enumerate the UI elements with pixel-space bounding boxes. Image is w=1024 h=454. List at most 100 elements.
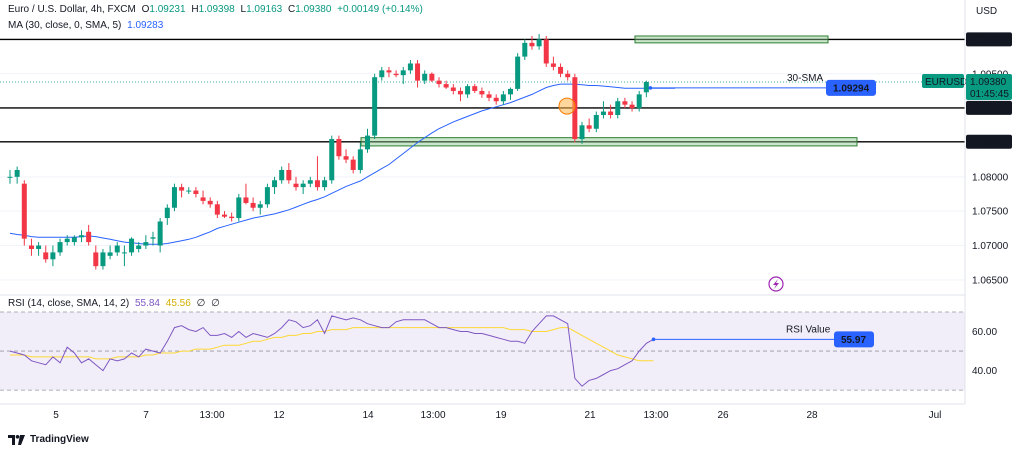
candle-body — [214, 204, 220, 215]
candle-body — [314, 180, 320, 188]
level-price-tag — [966, 134, 1012, 149]
candle-body — [207, 200, 213, 205]
candle-body — [293, 183, 299, 188]
candle-body — [222, 214, 227, 217]
time-tick-label: 13:00 — [643, 410, 668, 421]
level-price-tag — [966, 100, 1012, 115]
candle-body — [429, 73, 435, 81]
low-label: L — [240, 4, 247, 15]
candle-body — [171, 187, 177, 208]
candle-body — [257, 204, 263, 208]
candle-body — [622, 101, 628, 105]
price-tick-label: 1.07500 — [972, 207, 1009, 218]
rsi-legend-extra2: ∅ — [211, 298, 220, 309]
candle-body — [143, 242, 149, 246]
lightning-icon[interactable] — [768, 276, 784, 292]
candle-body — [157, 221, 163, 246]
candle-body — [7, 176, 13, 178]
rsi-annotation-value: 55.97 — [841, 335, 866, 346]
candle-body — [329, 139, 335, 181]
rsi-legend-label: RSI (14, close, SMA, 14, 2) — [8, 298, 130, 309]
rsi-tick-label: 60.00 — [972, 327, 997, 338]
axes-layer: 1.095001.080001.075001.070001.065001.100… — [53, 32, 1012, 421]
high-label: H — [191, 4, 199, 15]
rsi-legend-value: 55.84 — [134, 298, 160, 309]
sma-annotation-box — [826, 79, 876, 96]
level-price-tag-text: 1.10000 — [970, 35, 1007, 46]
candle-body — [558, 66, 564, 74]
candle-body — [343, 156, 349, 160]
tradingview-logo-icon — [8, 434, 25, 445]
level-price-tag — [966, 32, 1012, 47]
candle-body — [322, 180, 328, 188]
level-price-tag-text: 1.08510 — [970, 137, 1007, 148]
candle-body — [643, 82, 649, 93]
candle-body — [272, 180, 278, 188]
candle-body — [393, 73, 399, 76]
ma-legend-label: MA (30, close, 0, SMA, 5) — [8, 20, 122, 31]
open-label: O — [141, 4, 150, 15]
candle-body — [457, 90, 463, 95]
candle-body — [114, 245, 120, 253]
low-value: 1.09163 — [246, 4, 283, 15]
open-value: 1.09231 — [149, 4, 186, 15]
candle-body — [465, 86, 471, 95]
candle-body — [57, 242, 63, 253]
candle-body — [307, 180, 313, 184]
candle-body — [422, 73, 428, 81]
rsi-ma-line — [10, 327, 654, 362]
rsi-ma-legend-value: 45.56 — [165, 298, 191, 309]
candle-body — [415, 63, 421, 81]
symbol-title: Euro / U.S. Dollar, 4h, FXCM — [8, 4, 136, 15]
candle-body — [179, 187, 185, 191]
candle-body — [536, 39, 542, 47]
symbol-tag-text: EURUSD — [925, 77, 967, 88]
candle-body — [236, 197, 242, 219]
candle-body — [200, 197, 206, 201]
candle-body — [500, 94, 506, 102]
candle-body — [21, 183, 27, 239]
rsi-annotation-label: RSI Value — [786, 324, 831, 335]
symbol-tag — [922, 74, 964, 89]
candle-body — [14, 169, 20, 177]
change-value: +0.00149 (+0.14%) — [337, 4, 423, 15]
candle-body — [450, 87, 456, 91]
rsi-annotation-dot — [651, 337, 656, 342]
candle-body — [379, 70, 385, 78]
ma-legend-value: 1.09283 — [127, 20, 164, 31]
time-tick-label: 12 — [273, 410, 285, 421]
candle-body — [372, 77, 378, 136]
candle-body — [579, 125, 585, 140]
ma-legend: MA (30, close, 0, SMA, 5) 1.09283 — [8, 20, 163, 31]
high-value: 1.09398 — [198, 4, 235, 15]
time-tick-label: 26 — [717, 410, 729, 421]
time-tick-label: 13:00 — [420, 410, 445, 421]
currency-label: USD — [976, 6, 997, 17]
tradingview-logo[interactable]: TradingView — [8, 434, 89, 445]
candle-body — [250, 202, 256, 208]
candle-body — [386, 70, 392, 73]
rsi-annotation-box — [834, 331, 874, 348]
candle-body — [608, 111, 614, 115]
candle-body — [443, 84, 449, 88]
countdown-text: 01:45:45 — [970, 89, 1009, 100]
candle-body — [150, 237, 156, 239]
candle-body — [107, 252, 113, 256]
candle-body — [136, 245, 142, 249]
candle-body — [279, 169, 285, 181]
time-tick-label: Jul — [929, 410, 942, 421]
sma-30-line — [9, 83, 675, 245]
candle-body — [129, 238, 135, 253]
candle-body — [586, 125, 592, 129]
candles-layer — [7, 33, 649, 270]
rsi-line — [9, 315, 654, 387]
rsi-legend-extra1: ∅ — [196, 298, 206, 309]
candle-body — [336, 139, 342, 157]
candle-body — [479, 90, 485, 95]
close-label: C — [288, 4, 296, 15]
rsi-layer — [9, 315, 654, 387]
candle-body — [229, 216, 235, 219]
candle-body — [543, 39, 549, 64]
price-tick-label: 1.06500 — [972, 275, 1009, 286]
